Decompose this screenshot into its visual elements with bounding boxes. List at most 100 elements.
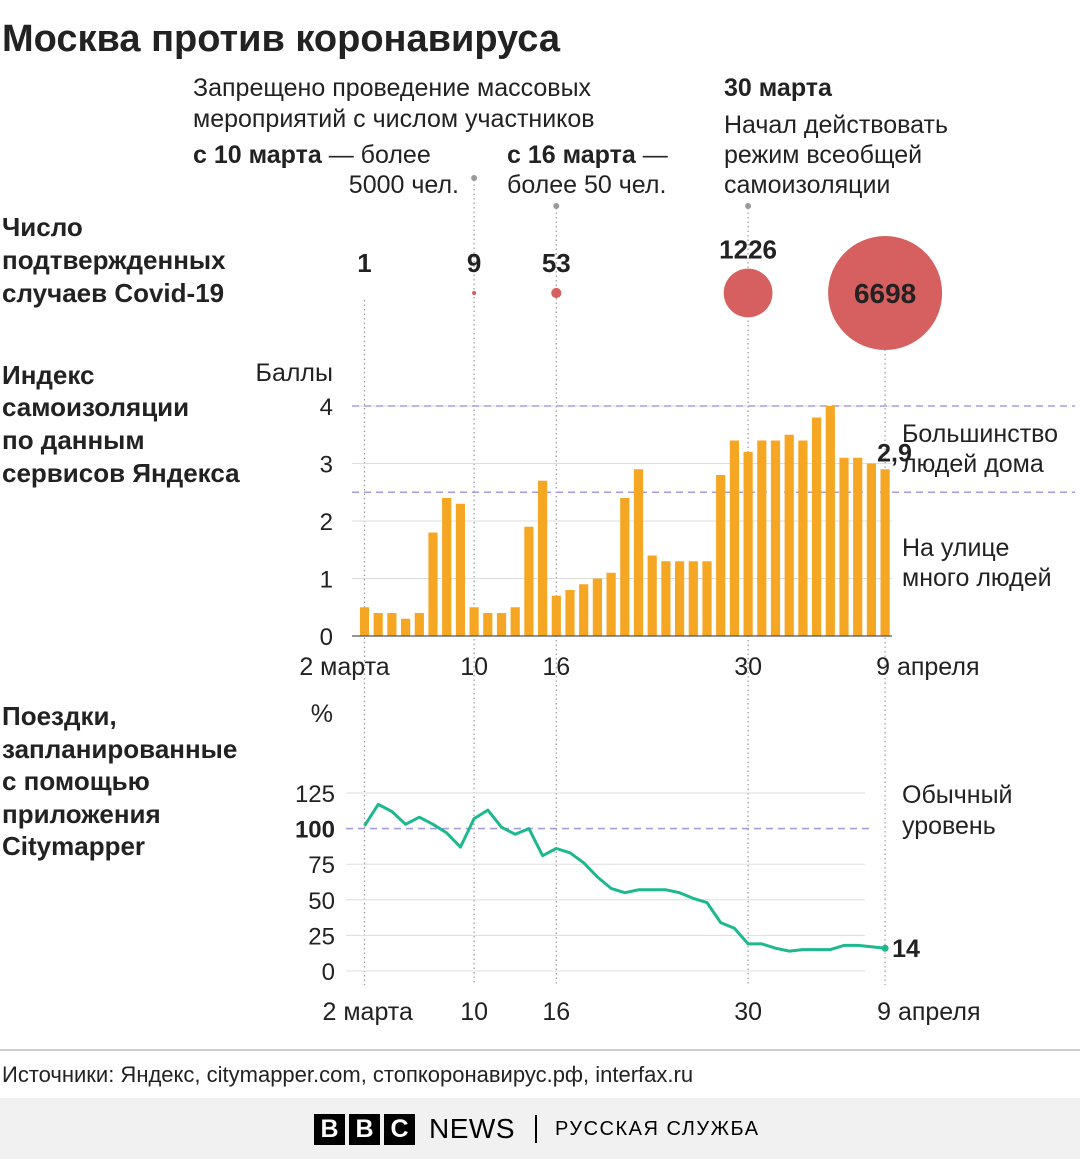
index-bar-37: [866, 463, 876, 636]
trips-reference-label-line-1: Обычный: [902, 781, 1013, 809]
cases-bubbles: 1 9 53 1226 6698: [357, 235, 943, 350]
zone-upper-line-2: людей дома: [902, 450, 1044, 478]
cases-label-line-2: подтвержденных: [2, 245, 226, 275]
bbc-separator: [535, 1115, 537, 1143]
trips-ytick-1: 25: [308, 923, 335, 950]
section-label-index: Индекс самоизоляции по данным сервисов Я…: [2, 360, 240, 488]
event-3-line-1: Начал действовать: [724, 111, 948, 139]
index-bar-23: [675, 561, 685, 636]
index-ytick-4: 4: [320, 394, 333, 421]
trips-label-line-1: Поездки,: [2, 701, 117, 731]
trips-ytick-0: 0: [322, 959, 335, 986]
index-bar-13: [538, 480, 548, 636]
trips-ytick-2: 50: [308, 888, 335, 915]
trips-xtick-1: 10: [460, 998, 488, 1026]
trips-ytick-3: 75: [308, 852, 335, 879]
index-bar-34: [825, 406, 835, 636]
trips-last-point: [881, 944, 889, 952]
case-bubble-2: [551, 287, 562, 299]
index-bar-21: [647, 555, 657, 636]
index-bar-10: [496, 613, 507, 636]
event-1-rest: — более: [322, 141, 431, 169]
event-annotations: Запрещено проведение массовых мероприяти…: [193, 74, 948, 199]
event-2-date: с 16 марта: [507, 141, 637, 169]
index-bar-9: [483, 613, 493, 636]
index-bar-32: [798, 440, 808, 636]
trips-unit-label: %: [311, 700, 333, 728]
index-bar-31: [784, 434, 794, 636]
case-bubble-1: [472, 290, 477, 296]
index-bar-7: [455, 503, 465, 636]
zone-lower-line-2: много людей: [902, 564, 1052, 592]
index-ytick-2: 2: [320, 509, 333, 536]
index-bar-0: [359, 607, 370, 636]
event-3-line-3: самоизоляции: [724, 171, 890, 199]
index-xtick-2: 16: [542, 653, 570, 681]
index-bar-20: [633, 469, 644, 636]
section-label-trips: Поездки, запланированные с помощью прило…: [2, 701, 237, 861]
index-bar-2: [387, 613, 397, 636]
index-unit-label: Баллы: [256, 359, 333, 387]
case-bubble-3: [723, 268, 773, 318]
event-1-text: с 10 марта — более: [193, 141, 431, 169]
index-label-line-4: сервисов Яндекса: [2, 458, 240, 488]
trips-line: [363, 802, 886, 953]
index-bar-15: [565, 590, 575, 636]
case-label-1: 9: [467, 248, 481, 278]
trips-xtick-0: 2 марта: [323, 998, 413, 1026]
index-bar-33: [812, 417, 822, 636]
bbc-service-text: РУССКАЯ СЛУЖБА: [555, 1117, 760, 1140]
index-bar-30: [770, 440, 781, 636]
index-bar-36: [853, 457, 863, 636]
bbc-logo-letter-1: B: [314, 1113, 345, 1145]
event-2-line-2: более 50 чел.: [507, 171, 666, 199]
event-1-date: с 10 марта: [193, 141, 323, 169]
index-bar-3: [401, 618, 411, 636]
index-xtick-3: 30: [734, 653, 762, 681]
section-label-cases: Число подтвержденных случаев Covid-19: [2, 212, 226, 308]
trips-label-line-5: Citymapper: [2, 831, 145, 861]
index-bar-11: [510, 607, 520, 636]
event-3-date: 30 марта: [724, 74, 833, 102]
case-label-2: 53: [542, 248, 571, 278]
index-bar-22: [661, 561, 671, 636]
chart-canvas: Москва против коронавируса Запрещено про…: [0, 18, 1080, 1087]
event-1-line-2: 5000 чел.: [349, 171, 459, 199]
case-bubble-4: [828, 236, 943, 350]
trips-ytick-5: 125: [295, 781, 335, 808]
index-bar-35: [839, 457, 849, 636]
event-intro-line-2: мероприятий с числом участников: [193, 105, 595, 133]
case-label-0: 1: [357, 248, 371, 278]
index-label-line-3: по данным: [2, 425, 145, 455]
index-bar-5: [428, 532, 438, 636]
index-bar-16: [579, 584, 589, 636]
index-bar-19: [620, 498, 630, 636]
index-bar-24: [688, 561, 698, 636]
index-bar-1: [373, 613, 383, 636]
index-bar-8: [469, 607, 479, 636]
index-bar-25: [702, 561, 712, 636]
index-label-line-2: самоизоляции: [2, 392, 189, 422]
index-bar-38: [880, 469, 890, 636]
index-bar-4: [414, 613, 424, 636]
trips-label-line-4: приложения: [2, 799, 161, 829]
footer-band: [0, 1098, 1080, 1159]
index-bar-12: [524, 526, 534, 636]
index-ytick-0: 0: [320, 624, 333, 651]
event-3-line-2: режим всеобщей: [724, 141, 922, 169]
event-2-rest: —: [636, 141, 668, 169]
zone-lower-line-1: На улице: [902, 534, 1009, 562]
page-title: Москва против коронавируса: [2, 18, 561, 60]
index-bar-29: [757, 440, 767, 636]
trips-last-value-label: 14: [892, 935, 920, 963]
trips-label-line-3: с помощью: [2, 766, 150, 796]
index-bar-26: [716, 475, 726, 636]
index-last-value-label: 2,9: [877, 439, 912, 467]
trips-xtick-4: 9 апреля: [877, 998, 980, 1026]
index-bar-6: [442, 498, 452, 636]
source-text: Источники: Яндекс, citymapper.com, стопк…: [2, 1062, 693, 1087]
trips-xtick-3: 30: [734, 998, 762, 1026]
index-bar-17: [592, 578, 602, 636]
index-bar-18: [606, 572, 616, 636]
